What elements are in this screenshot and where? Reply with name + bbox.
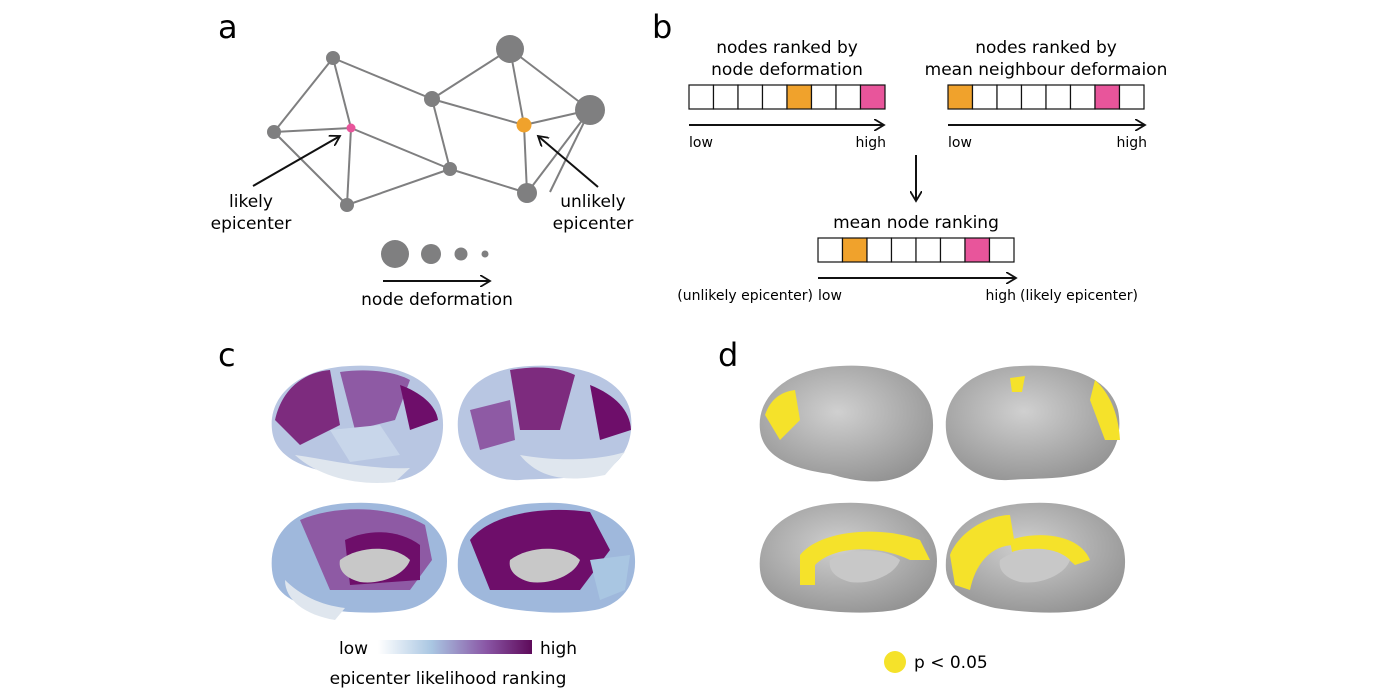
panel-b: b nodes ranked by node deformation low h…: [652, 8, 1167, 304]
significance-legend-label: p < 0.05: [914, 653, 988, 673]
panel-b-letter: b: [652, 8, 672, 46]
node: [496, 35, 524, 63]
likely-epicenter-node: [346, 123, 356, 133]
rank2-title-line1: nodes ranked by: [975, 38, 1117, 58]
brain-lateral-left: [271, 365, 444, 483]
rank1-title-line2: node deformation: [711, 60, 863, 80]
colorbar-high: high: [540, 639, 577, 659]
unlikely-arrow: [538, 136, 599, 188]
panel-c-letter: c: [218, 336, 236, 374]
brain-d-medial-left: [759, 502, 937, 613]
brain-d-medial-right: [945, 502, 1126, 613]
mean-ranking-title: mean node ranking: [833, 213, 999, 233]
mean-right-note: (likely epicenter): [1020, 288, 1138, 304]
unlikely-epicenter-node: [516, 117, 532, 133]
mean-low: low: [818, 288, 842, 304]
panel-a: a: [211, 8, 634, 310]
mean-ranking-bar: [817, 237, 1015, 263]
network-nodes: [267, 35, 605, 212]
panel-d: d p < 0.05: [718, 336, 1126, 673]
panel-d-letter: d: [718, 336, 738, 374]
unlikely-label-line2: epicenter: [553, 214, 634, 234]
brain-lateral-right: [457, 365, 632, 481]
node: [443, 162, 457, 176]
rank1-title-line1: nodes ranked by: [716, 38, 858, 58]
rank1-low: low: [689, 135, 713, 151]
likely-label-line1: likely: [229, 192, 273, 212]
colorbar-low: low: [339, 639, 368, 659]
mean-high: high: [985, 288, 1016, 304]
rank2-high: high: [1116, 135, 1147, 151]
likely-arrow: [252, 136, 340, 187]
brain-d-lateral-left: [759, 365, 934, 482]
node: [575, 95, 605, 125]
rank1-bar: [688, 84, 886, 110]
network-edges: [273, 48, 591, 206]
brain-medial-left: [271, 502, 447, 620]
mean-left-note: (unlikely epicenter): [677, 288, 813, 304]
likely-label-line2: epicenter: [211, 214, 292, 234]
node: [267, 125, 281, 139]
deformation-axis-label: node deformation: [361, 290, 513, 310]
panel-c: c: [218, 336, 636, 689]
colorbar: [378, 640, 532, 654]
unlikely-label-line1: unlikely: [560, 192, 625, 212]
deformation-size-legend: [381, 240, 489, 268]
node: [340, 198, 354, 212]
rank2-low: low: [948, 135, 972, 151]
rank2-title-line2: mean neighbour deformaion: [925, 60, 1168, 80]
node: [517, 183, 537, 203]
brain-d-lateral-right: [945, 365, 1120, 481]
brain-medial-right: [457, 502, 636, 613]
node: [424, 91, 440, 107]
rank2-bar: [947, 84, 1145, 110]
significance-legend-dot: [884, 651, 906, 673]
colorbar-label: epicenter likelihood ranking: [330, 669, 567, 689]
panel-a-letter: a: [218, 8, 238, 46]
node: [326, 51, 340, 65]
rank1-high: high: [855, 135, 886, 151]
